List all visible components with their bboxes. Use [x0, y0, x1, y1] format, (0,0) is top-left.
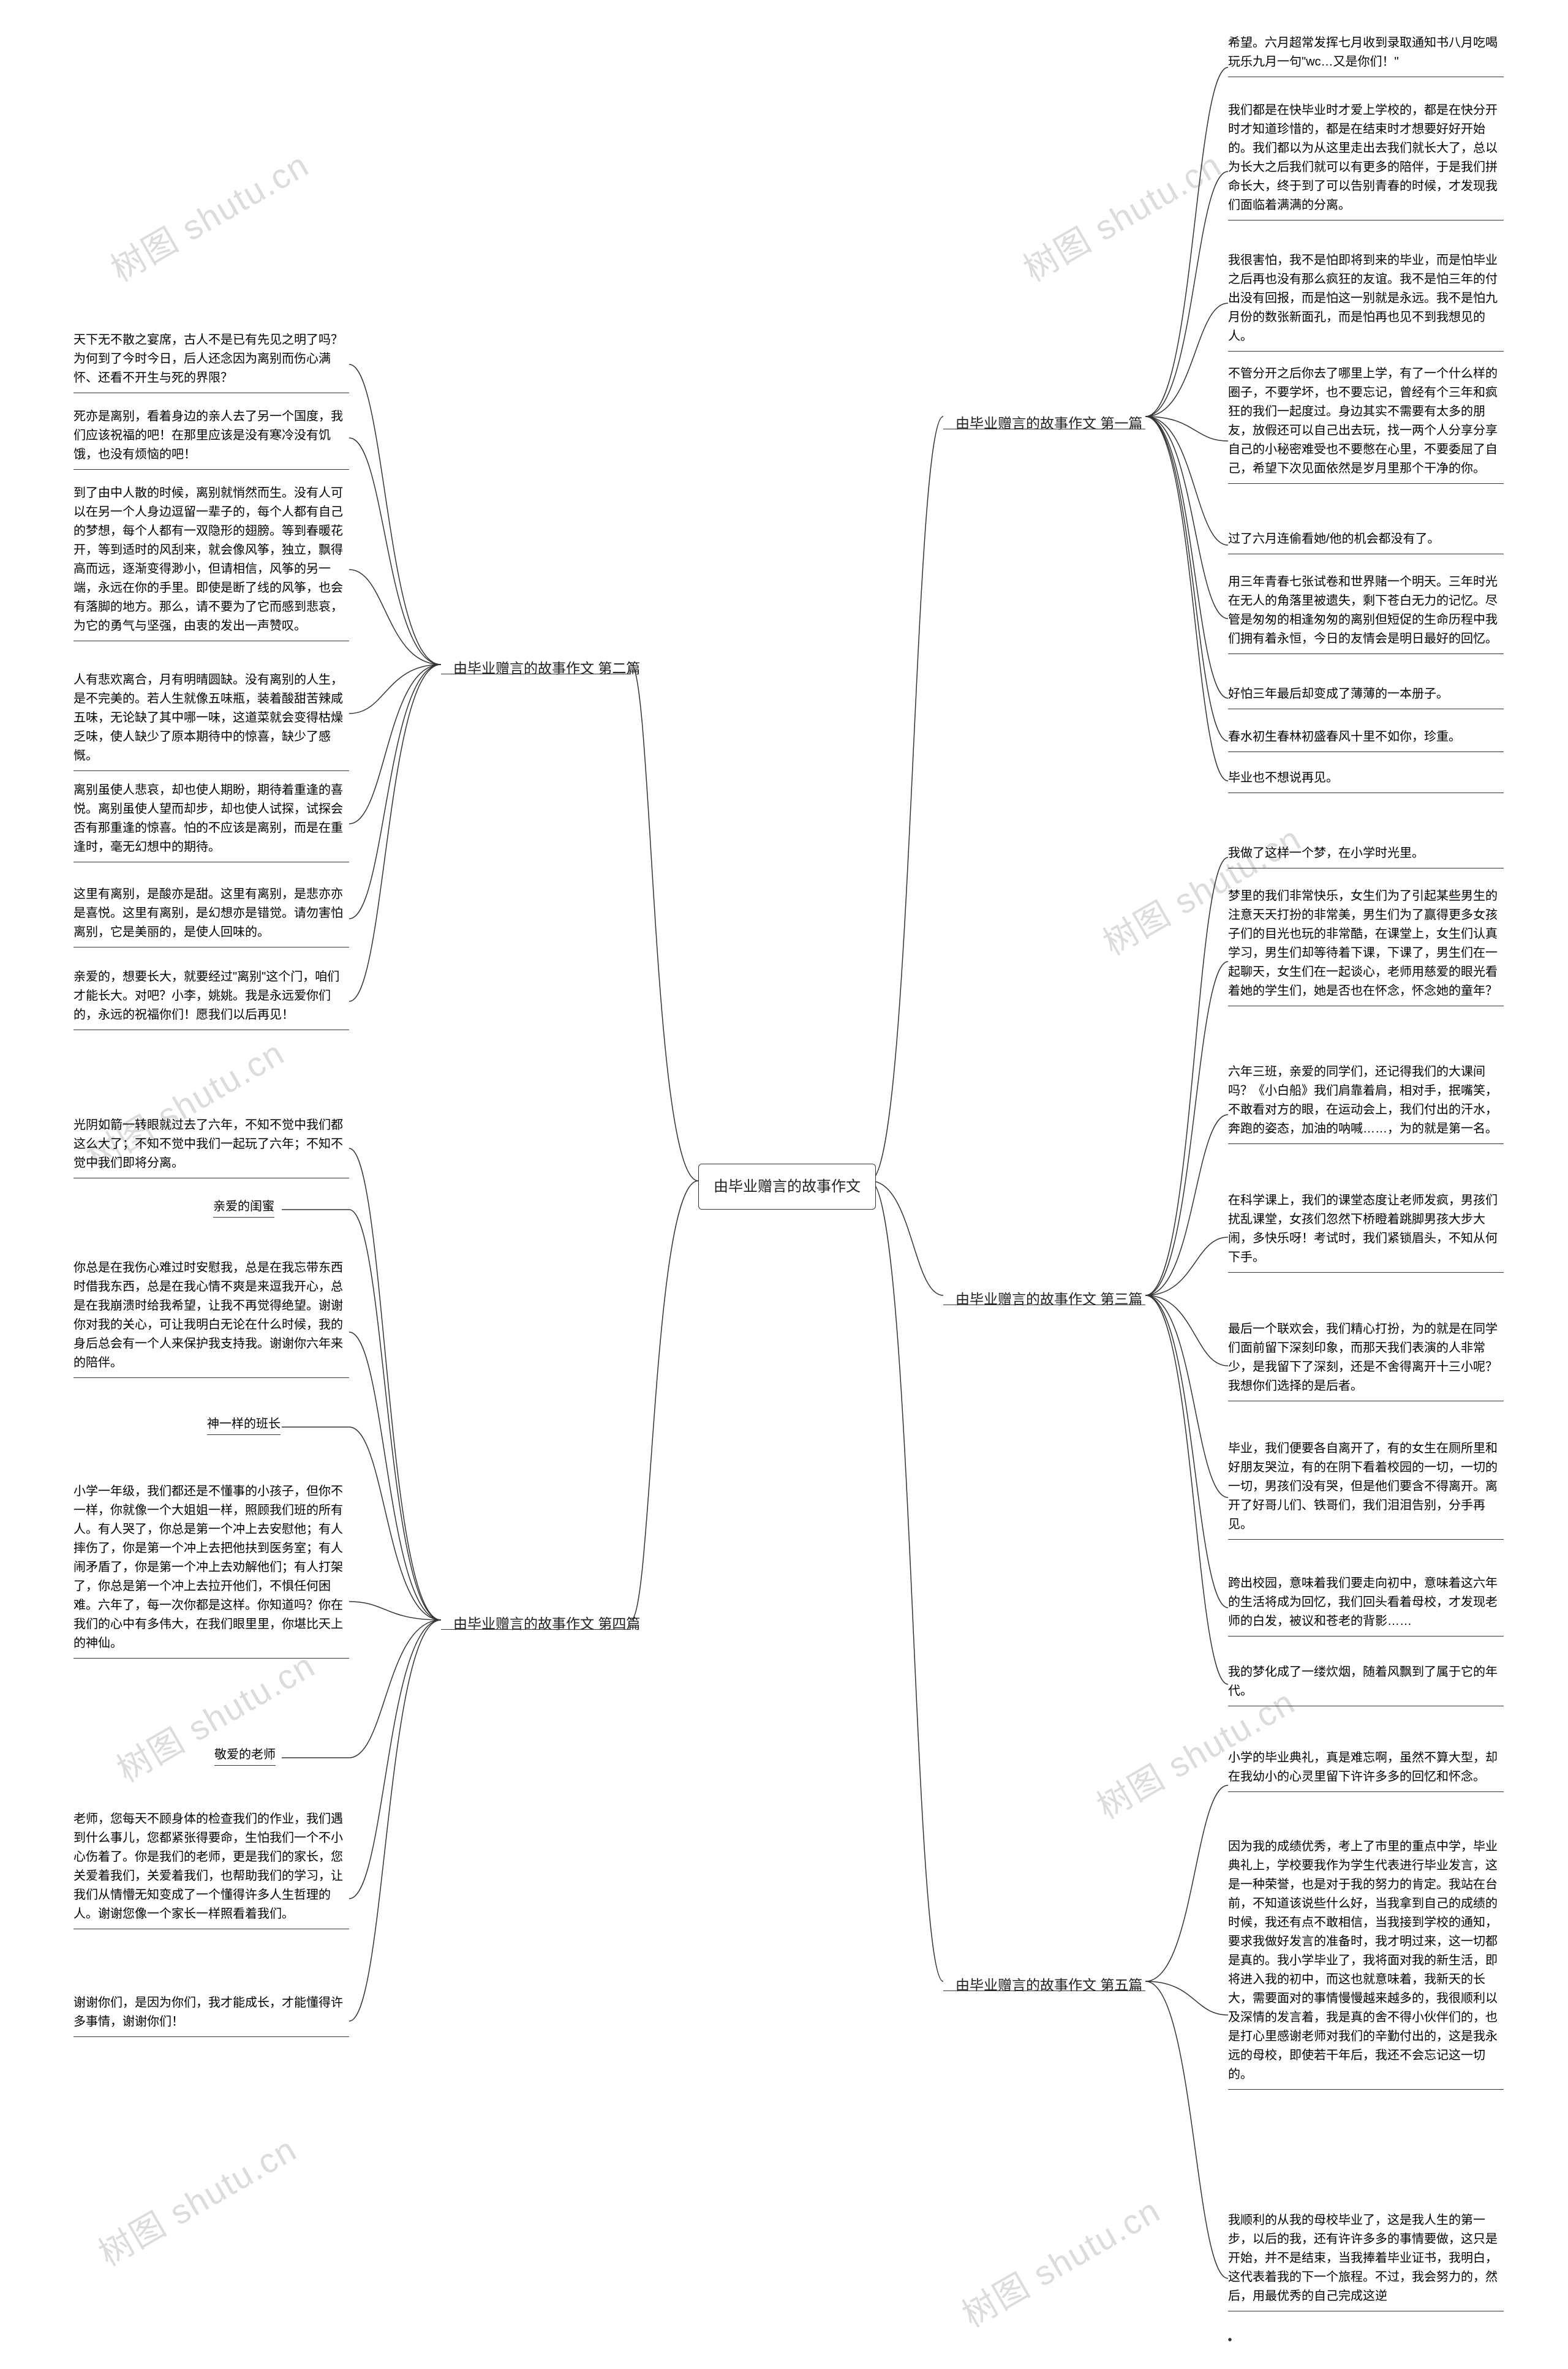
leaf-text: 我做了这样一个梦，在小学时光里。	[1228, 844, 1504, 868]
branch-underline	[943, 1990, 1145, 1991]
leaf-b1-4: 过了六月连偷看她/他的机会都没有了。	[1228, 530, 1504, 554]
leaf-b3-2: 六年三班，亲爱的同学们，还记得我们的大课间吗？《小白船》我们肩靠着肩，相对手，抿…	[1228, 1063, 1504, 1144]
leaf-b2-5: 这里有离别，是酸亦是甜。这里有离别，是悲亦亦是喜悦。这里有离别，是幻想亦是错觉。…	[74, 885, 349, 947]
leaf-text: 亲爱的，想要长大，就要经过"离别"这个门，咱们才能长大。对吧？小李，姚姚。我是永…	[74, 968, 349, 1030]
leaf-text: 过了六月连偷看她/他的机会都没有了。	[1228, 530, 1504, 554]
leaf-text: 人有悲欢离合，月有明晴圆缺。没有离别的人生，是不完美的。若人生就像五味瓶，装着酸…	[74, 671, 349, 770]
watermark: 树图 shutu.cn	[100, 138, 317, 292]
leaf-text: 毕业，我们便要各自离开了，有的女生在厕所里和好朋友哭泣，有的在阴下看着校园的一切…	[1228, 1439, 1504, 1539]
leaf-b5-0: 小学的毕业典礼，真是难忘啊，虽然不算大型，却在我幼小的心灵里留下许许多多的回忆和…	[1228, 1749, 1504, 1792]
leaf-b1-2: 我很害怕，我不是怕即将到来的毕业，而是怕毕业之后再也没有那么疯狂的友谊。我不是怕…	[1228, 251, 1504, 352]
leaf-b3-3: 在科学课上，我们的课堂态度让老师发疯，男孩们扰乱课堂，女孩们忽然下桥瞪着跳脚男孩…	[1228, 1191, 1504, 1273]
leaf-text: 小学的毕业典礼，真是难忘啊，虽然不算大型，却在我幼小的心灵里留下许许多多的回忆和…	[1228, 1749, 1504, 1791]
watermark: 树图 shutu.cn	[952, 2183, 1168, 2337]
label-text: 亲爱的闺蜜	[213, 1196, 274, 1218]
leaf-b3-1: 梦里的我们非常快乐，女生们为了引起某些男生的注意天天打扮的非常美，男生们为了赢得…	[1228, 887, 1504, 1006]
root-node: 由毕业赠言的故事作文	[698, 1164, 876, 1210]
leaf-text: 用三年青春七张试卷和世界赌一个明天。三年时光在无人的角落里被遗失，剩下苍白无力的…	[1228, 573, 1504, 653]
watermark: 树图 shutu.cn	[1013, 138, 1229, 292]
leaf-b2-3: 人有悲欢离合，月有明晴圆缺。没有离别的人生，是不完美的。若人生就像五味瓶，装着酸…	[74, 671, 349, 771]
leaf-b1-0: 希望。六月超常发挥七月收到录取通知书八月吃喝玩乐九月一句"wc…又是你们！"	[1228, 34, 1504, 77]
leaf-text: 不管分开之后你去了哪里上学，有了一个什么样的圈子，不要学坏，也不要忘记，曾经有个…	[1228, 364, 1504, 483]
leaf-b3-4: 最后一个联欢会，我们精心打扮，为的就是在同学们面前留下深刻印象，而那天我们表演的…	[1228, 1320, 1504, 1401]
leaf-b2-2: 到了由中人散的时候，离别就悄然而生。没有人可以在另一个人身边逗留一辈子的，每个人…	[74, 484, 349, 641]
branch-b5: 由毕业赠言的故事作文 第五篇	[943, 1966, 1155, 2005]
leaf-text: 梦里的我们非常快乐，女生们为了引起某些男生的注意天天打扮的非常美，男生们为了赢得…	[1228, 887, 1504, 1006]
leaf-text: 小学一年级，我们都还是不懂事的小孩子，但你不一样，你就像一个大姐姐一样，照顾我们…	[74, 1482, 349, 1658]
leaf-b3-6: 跨出校园，意味着我们要走向初中，意味着这六年的生活将成为回忆，我们回头看着母校，…	[1228, 1574, 1504, 1636]
leaf-text: 天下无不散之宴席，古人不是已有先见之明了吗？为何到了今时今日，后人还念因为离别而…	[74, 331, 349, 393]
leaf-b1-1: 我们都是在快毕业时才爱上学校的，都是在快分开时才知道珍惜的，都是在结束时才想要好…	[1228, 101, 1504, 220]
leaf-text: 光阴如箭一转眼就过去了六年，不知不觉中我们都这么大了；不知不觉中我们一起玩了六年…	[74, 1116, 349, 1178]
leaf-b4-1-label: 亲爱的闺蜜	[213, 1196, 274, 1218]
label-text: 神一样的班长	[207, 1414, 281, 1435]
branch-underline	[441, 1629, 631, 1630]
leaf-text: 我很害怕，我不是怕即将到来的毕业，而是怕毕业之后再也没有那么疯狂的友谊。我不是怕…	[1228, 251, 1504, 351]
leaf-b2-1: 死亦是离别，看着身边的亲人去了另一个国度，我们应该祝福的吧！在那里应该是没有寒冷…	[74, 407, 349, 470]
branch-b3: 由毕业赠言的故事作文 第三篇	[943, 1280, 1155, 1319]
leaf-text: 我的梦化成了一缕炊烟，随着风飘到了属于它的年代。	[1228, 1663, 1504, 1706]
leaf-text: 跨出校园，意味着我们要走向初中，意味着这六年的生活将成为回忆，我们回头看着母校，…	[1228, 1574, 1504, 1636]
leaf-text: 谢谢你们，是因为你们，我才能成长，才能懂得许多事情，谢谢你们！	[74, 1994, 349, 2036]
label-text: 敬爱的老师	[214, 1744, 276, 1766]
leaf-text: 好怕三年最后却变成了薄薄的一本册子。	[1228, 685, 1504, 709]
leaf-b3-0: 我做了这样一个梦，在小学时光里。	[1228, 844, 1504, 868]
leaf-text: 希望。六月超常发挥七月收到录取通知书八月吃喝玩乐九月一句"wc…又是你们！"	[1228, 34, 1504, 77]
leaf-b4-2: 你总是在我伤心难过时安慰我，总是在我忘带东西时借我东西，总是在我心情不爽是来逗我…	[74, 1259, 349, 1378]
watermark: 树图 shutu.cn	[88, 2122, 304, 2276]
branch-b2: 由毕业赠言的故事作文 第二篇	[441, 649, 652, 688]
leaf-text: 死亦是离别，看着身边的亲人去了另一个国度，我们应该祝福的吧！在那里应该是没有寒冷…	[74, 407, 349, 469]
leaf-b3-7: 我的梦化成了一缕炊烟，随着风飘到了属于它的年代。	[1228, 1663, 1504, 1706]
leaf-text: 六年三班，亲爱的同学们，还记得我们的大课间吗？《小白船》我们肩靠着肩，相对手，抿…	[1228, 1063, 1504, 1143]
leaf-text: 在科学课上，我们的课堂态度让老师发疯，男孩们扰乱课堂，女孩们忽然下桥瞪着跳脚男孩…	[1228, 1191, 1504, 1272]
branch-b4: 由毕业赠言的故事作文 第四篇	[441, 1605, 652, 1644]
leaf-b4-3-label: 神一样的班长	[207, 1414, 281, 1435]
root-label: 由毕业赠言的故事作文	[714, 1178, 861, 1195]
leaf-b1-5: 用三年青春七张试卷和世界赌一个明天。三年时光在无人的角落里被遗失，剩下苍白无力的…	[1228, 573, 1504, 654]
leaf-b1-7: 春水初生春林初盛春风十里不如你，珍重。	[1228, 728, 1504, 752]
leaf-text: 老师，您每天不顾身体的检查我们的作业，我们遇到什么事儿，您都紧张得要命，生怕我们…	[74, 1810, 349, 1929]
leaf-text: 最后一个联欢会，我们精心打扮，为的就是在同学们面前留下深刻印象，而那天我们表演的…	[1228, 1320, 1504, 1401]
leaf-text: 我顺利的从我的母校毕业了，这是我人生的第一步，以后的我，还有许许多多的事情要做，…	[1228, 2211, 1504, 2311]
leaf-b4-0: 光阴如箭一转眼就过去了六年，不知不觉中我们都这么大了；不知不觉中我们一起玩了六年…	[74, 1116, 349, 1178]
leaf-b4-5-label: 敬爱的老师	[214, 1744, 276, 1766]
leaf-text: 你总是在我伤心难过时安慰我，总是在我忘带东西时借我东西，总是在我心情不爽是来逗我…	[74, 1259, 349, 1377]
leaf-b2-4: 离别虽使人悲哀，却也使人期盼，期待着重逢的喜悦。离别虽使人望而却步，却也使人试探…	[74, 781, 349, 862]
leaf-text: 春水初生春林初盛春风十里不如你，珍重。	[1228, 728, 1504, 751]
leaf-b5-1: 因为我的成绩优秀，考上了市里的重点中学，毕业典礼上，学校要我作为学生代表进行毕业…	[1228, 1837, 1504, 2090]
leaf-b2-0: 天下无不散之宴席，古人不是已有先见之明了吗？为何到了今时今日，后人还念因为离别而…	[74, 331, 349, 393]
leaf-b5-2: 我顺利的从我的母校毕业了，这是我人生的第一步，以后的我，还有许许多多的事情要做，…	[1228, 2211, 1504, 2311]
leaf-text: 毕业也不想说再见。	[1228, 769, 1504, 793]
branch-b1: 由毕业赠言的故事作文 第一篇	[943, 404, 1155, 443]
leaf-b3-5: 毕业，我们便要各自离开了，有的女生在厕所里和好朋友哭泣，有的在阴下看着校园的一切…	[1228, 1439, 1504, 1540]
leaf-b1-3: 不管分开之后你去了哪里上学，有了一个什么样的圈子，不要学坏，也不要忘记，曾经有个…	[1228, 364, 1504, 484]
leaf-b4-4: 小学一年级，我们都还是不懂事的小孩子，但你不一样，你就像一个大姐姐一样，照顾我们…	[74, 1482, 349, 1659]
leaf-text: 离别虽使人悲哀，却也使人期盼，期待着重逢的喜悦。离别虽使人望而却步，却也使人试探…	[74, 781, 349, 862]
leaf-b2-6: 亲爱的，想要长大，就要经过"离别"这个门，咱们才能长大。对吧？小李，姚姚。我是永…	[74, 968, 349, 1030]
leaf-b4-6: 老师，您每天不顾身体的检查我们的作业，我们遇到什么事儿，您都紧张得要命，生怕我们…	[74, 1810, 349, 1929]
leaf-b1-6: 好怕三年最后却变成了薄薄的一本册子。	[1228, 685, 1504, 709]
watermark: 树图 shutu.cn	[107, 1638, 323, 1792]
leaf-text: 我们都是在快毕业时才爱上学校的，都是在快分开时才知道珍惜的，都是在结束时才想要好…	[1228, 101, 1504, 220]
leaf-b1-8: 毕业也不想说再见。	[1228, 769, 1504, 793]
leaf-b4-7: 谢谢你们，是因为你们，我才能成长，才能懂得许多事情，谢谢你们！	[74, 1994, 349, 2037]
leaf-text: 因为我的成绩优秀，考上了市里的重点中学，毕业典礼上，学校要我作为学生代表进行毕业…	[1228, 1837, 1504, 2089]
leaf-text: 到了由中人散的时候，离别就悄然而生。没有人可以在另一个人身边逗留一辈子的，每个人…	[74, 484, 349, 641]
leaf-text: 这里有离别，是酸亦是甜。这里有离别，是悲亦亦是喜悦。这里有离别，是幻想亦是错觉。…	[74, 885, 349, 947]
